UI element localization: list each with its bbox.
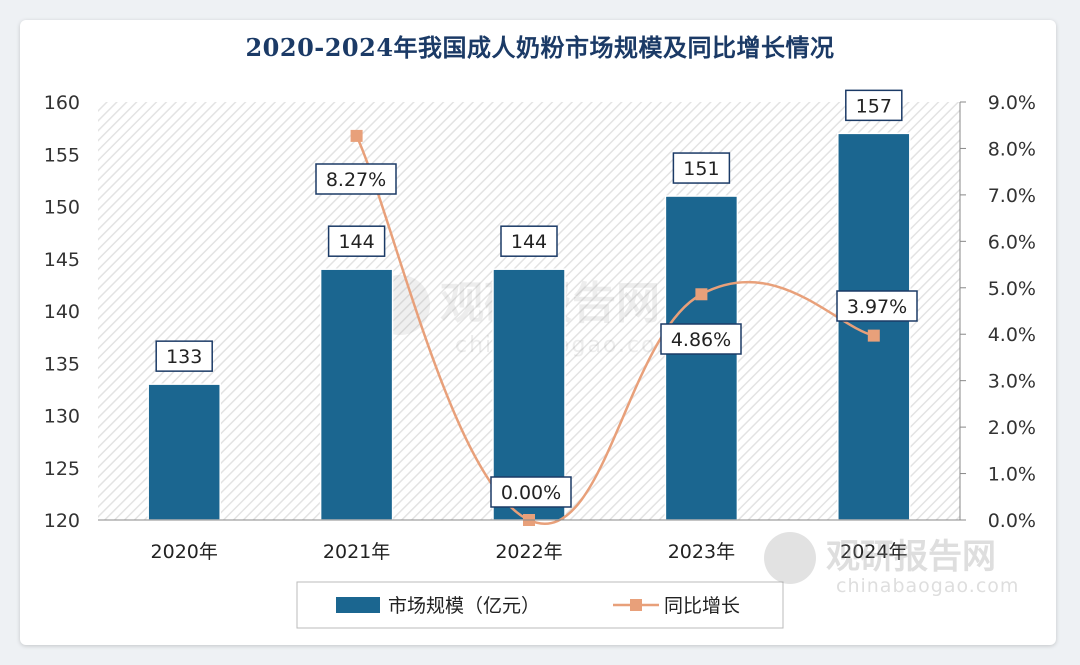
chart-title: 2020-2024年我国成人奶粉市场规模及同比增长情况 [245, 33, 835, 62]
growth-label-1: 8.27% [315, 163, 397, 195]
bar-3 [664, 195, 739, 521]
y-left-tick-7: 155 [44, 144, 80, 166]
growth-line [355, 135, 875, 525]
y-left-tick-5: 145 [44, 249, 80, 271]
growth-label-3: 4.86% [660, 323, 742, 355]
growth-label-4: 3.97% [836, 290, 918, 322]
bar-label-3: 151 [672, 152, 731, 184]
y-left-tick-6: 150 [44, 197, 80, 219]
bar-label-4: 157 [845, 89, 903, 122]
corner-logo-icon [764, 532, 816, 584]
svg-text:8.27%: 8.27% [326, 169, 386, 191]
y-left-tick-8: 160 [44, 92, 80, 114]
legend-line-marker [630, 599, 642, 611]
x-tick-3: 2023年 [668, 541, 735, 563]
growth-point-1 [350, 129, 363, 142]
y-right-tick-0: 0.0% [988, 510, 1036, 532]
y-right-tick-3: 3.0% [988, 371, 1036, 393]
svg-text:144: 144 [511, 231, 547, 253]
svg-text:0.00%: 0.00% [501, 482, 561, 504]
bar-4 [837, 132, 911, 521]
x-tick-1: 2021年 [323, 541, 390, 563]
growth-point-4 [867, 329, 880, 342]
legend-bar-label: 市场规模（亿元） [388, 595, 540, 617]
y-right-tick-1: 1.0% [988, 464, 1036, 486]
bar-label-2: 144 [500, 225, 558, 257]
svg-text:151: 151 [683, 158, 719, 180]
y-right-tick-2: 2.0% [988, 417, 1036, 439]
growth-point-3 [695, 288, 708, 301]
y-right-tick-6: 6.0% [988, 231, 1036, 253]
svg-text:4.86%: 4.86% [671, 329, 731, 351]
x-tick-0: 2020年 [151, 541, 218, 563]
bar-label-0: 133 [155, 340, 213, 372]
growth-label-2: 0.00% [490, 476, 572, 508]
y-left-tick-3: 135 [44, 353, 80, 375]
y-right-tick-8: 8.0% [988, 138, 1036, 160]
y-right-tick-4: 4.0% [988, 324, 1036, 346]
watermark-domain: chinabaogao.com [455, 333, 680, 358]
bar-label-1: 144 [327, 225, 386, 257]
bar-1 [319, 268, 394, 521]
y-right-tick-7: 7.0% [988, 185, 1036, 207]
svg-text:157: 157 [856, 95, 892, 117]
legend: 市场规模（亿元） 同比增长 [296, 581, 784, 629]
svg-text:3.97%: 3.97% [847, 296, 907, 318]
y-right-tick-5: 5.0% [988, 278, 1036, 300]
corner-brand: 观研报告网 [826, 537, 996, 577]
bar-0 [147, 383, 221, 521]
y-left-tick-2: 130 [44, 406, 80, 428]
svg-text:133: 133 [166, 346, 202, 368]
corner-domain: chinabaogao.com [836, 575, 1019, 597]
svg-text:144: 144 [338, 231, 374, 253]
legend-bar-swatch [336, 597, 380, 613]
x-tick-4: 2024年 [840, 541, 907, 563]
y-left-tick-1: 125 [44, 458, 80, 480]
y-left-tick-4: 140 [44, 301, 80, 323]
legend-line-label: 同比增长 [664, 595, 740, 617]
x-tick-2: 2022年 [495, 541, 562, 563]
y-left-tick-0: 120 [44, 510, 80, 532]
y-right-tick-9: 9.0% [988, 92, 1036, 114]
